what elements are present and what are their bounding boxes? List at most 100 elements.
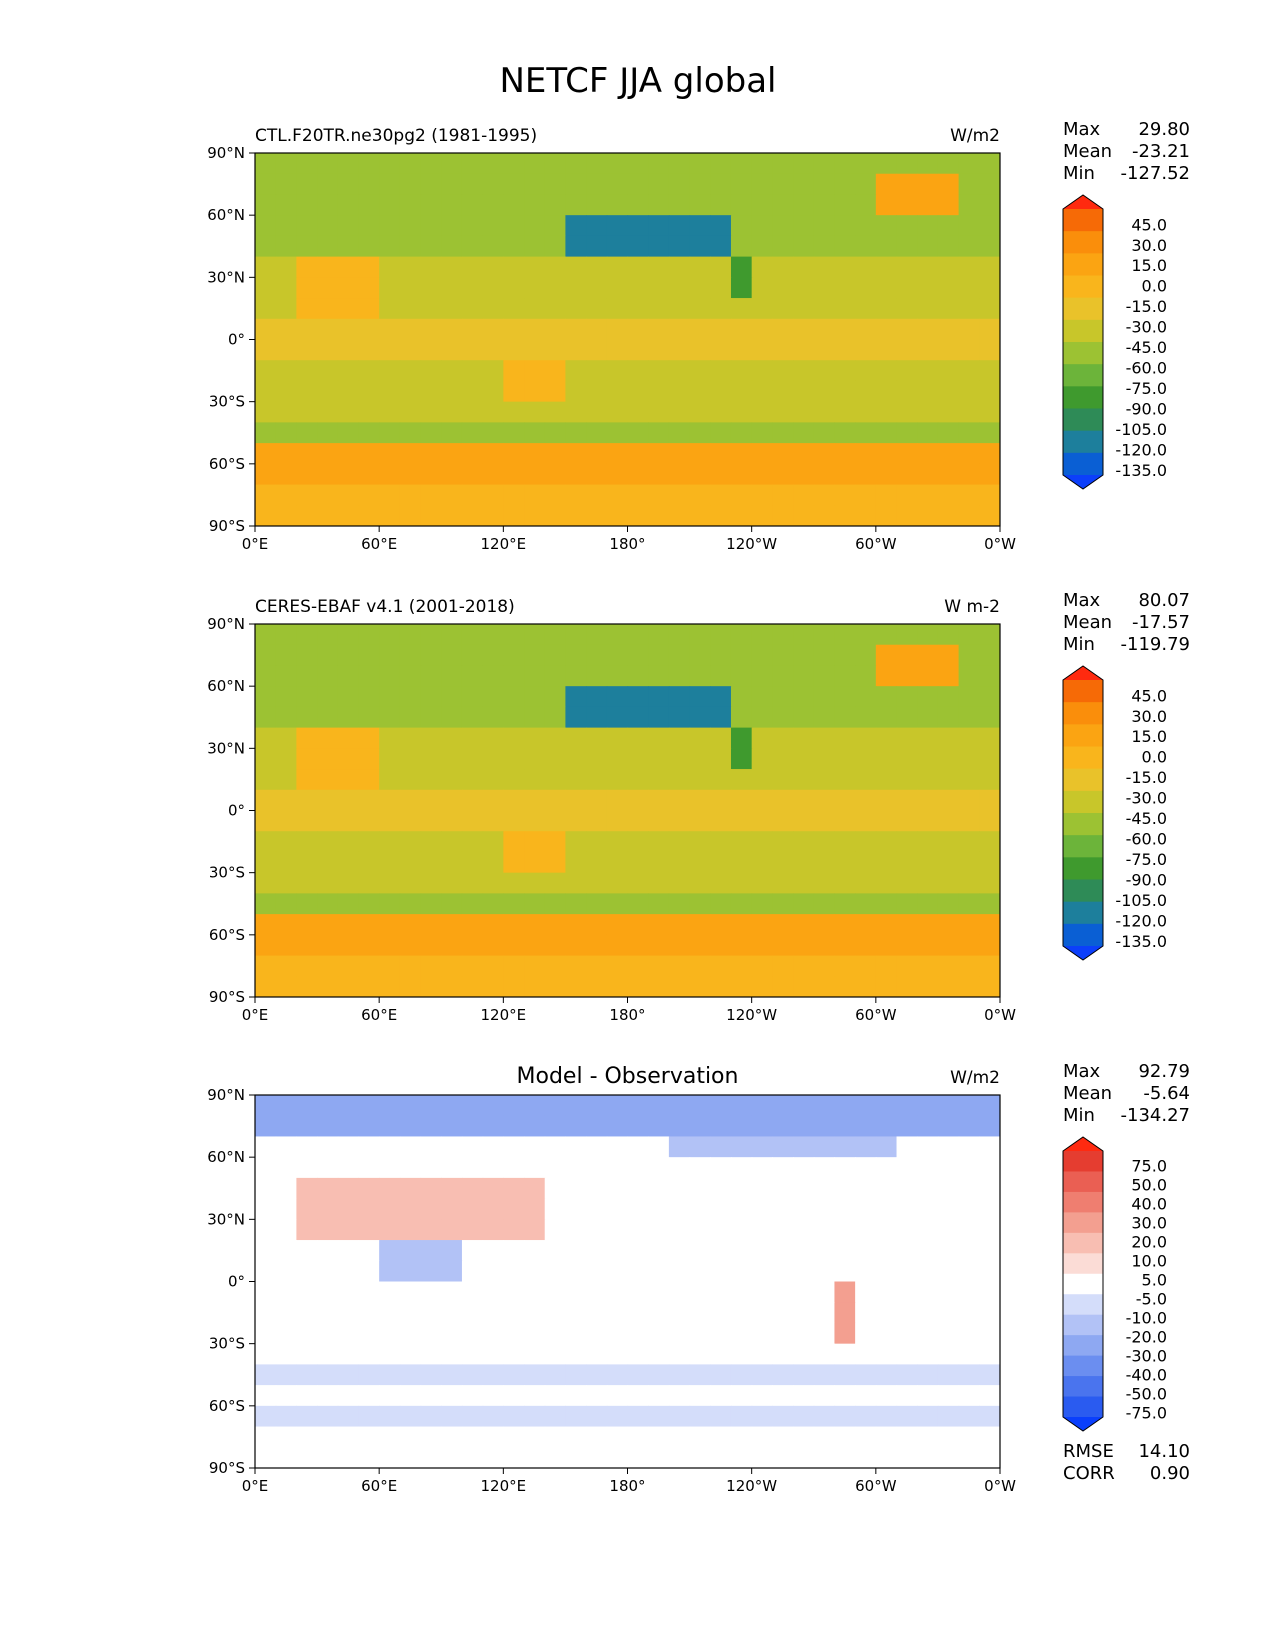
heatmap-cell xyxy=(317,235,339,258)
heatmap-cell xyxy=(813,1157,836,1179)
heatmap-cell xyxy=(317,624,339,646)
heatmap-cell xyxy=(482,831,504,853)
heatmap-cell xyxy=(710,298,732,320)
heatmap-cell xyxy=(482,934,504,957)
heatmap-cell xyxy=(420,277,442,299)
heatmap-cell xyxy=(296,1095,318,1117)
heatmap-cell xyxy=(337,463,360,486)
heatmap-cell xyxy=(627,748,649,770)
heatmap-cell xyxy=(979,1447,1000,1468)
stat-label: Mean xyxy=(1063,612,1112,633)
heatmap-cell xyxy=(337,1095,360,1117)
heatmap-cell xyxy=(255,318,277,341)
heatmap-cell xyxy=(399,1157,422,1179)
heatmap-cell xyxy=(337,665,360,687)
heatmap-cell xyxy=(606,665,629,687)
heatmap-cell xyxy=(524,463,546,486)
heatmap-cell xyxy=(379,1240,401,1262)
heatmap-cell xyxy=(648,380,670,403)
heatmap-cell xyxy=(751,893,773,915)
heatmap-cell xyxy=(937,1405,960,1428)
heatmap-cell xyxy=(255,463,277,486)
heatmap-cell xyxy=(813,1426,836,1448)
heatmap-cell xyxy=(855,1343,877,1365)
heatmap-cell xyxy=(896,955,918,977)
heatmap-cell xyxy=(420,1447,442,1468)
colorbar-tick-label: 40.0 xyxy=(1131,1194,1167,1213)
heatmap-cell xyxy=(793,810,815,832)
heatmap-cell xyxy=(399,153,422,175)
heatmap-cell xyxy=(710,1219,732,1241)
heatmap-cell xyxy=(855,686,877,708)
x-tick-label: 180° xyxy=(609,1477,645,1495)
heatmap-cell xyxy=(710,1322,732,1345)
colorbar-tick-label: 50.0 xyxy=(1131,1175,1167,1194)
heatmap-cell xyxy=(420,686,442,708)
heatmap-cell xyxy=(524,401,546,423)
heatmap-cell xyxy=(896,914,918,936)
colorbar-segment xyxy=(1063,1253,1103,1275)
heatmap-cell xyxy=(420,1281,442,1303)
heatmap-cell xyxy=(255,380,277,403)
heatmap-cell xyxy=(565,463,587,486)
heatmap-cell xyxy=(565,1281,587,1303)
heatmap-cell xyxy=(586,463,608,486)
heatmap-cell xyxy=(937,339,960,361)
heatmap-cell xyxy=(441,831,463,853)
heatmap-cell xyxy=(482,893,504,915)
heatmap-cell xyxy=(979,851,1000,874)
heatmap-cell xyxy=(399,644,422,667)
heatmap-cell xyxy=(689,215,711,237)
heatmap-cell xyxy=(875,831,898,853)
heatmap-cell xyxy=(586,1198,608,1220)
heatmap-cell xyxy=(565,831,587,853)
heatmap-cell xyxy=(751,360,773,382)
heatmap-cell xyxy=(937,748,960,770)
heatmap-cell xyxy=(503,1447,525,1468)
heatmap-cell xyxy=(793,1364,815,1386)
heatmap-cell xyxy=(441,277,463,299)
heatmap-cell xyxy=(586,893,608,915)
heatmap-cell xyxy=(544,624,567,646)
heatmap-cell xyxy=(296,706,318,729)
heatmap-cell xyxy=(937,360,960,382)
heatmap-cell xyxy=(441,914,463,936)
heatmap-cell xyxy=(586,665,608,687)
heatmap-cell xyxy=(317,380,339,403)
heatmap-cell xyxy=(420,1219,442,1241)
heatmap-cell xyxy=(937,851,960,874)
heatmap-cell xyxy=(275,1322,297,1345)
heatmap-cell xyxy=(606,1447,629,1468)
y-tick-label: 30°N xyxy=(207,1210,245,1228)
heatmap-cell xyxy=(275,810,297,832)
heatmap-cell xyxy=(461,1385,484,1407)
heatmap-cell xyxy=(730,1095,753,1117)
y-tick-label: 60°N xyxy=(207,206,245,224)
heatmap-cell xyxy=(296,1115,318,1138)
heatmap-cell xyxy=(606,1095,629,1117)
heatmap-cell xyxy=(917,505,939,526)
heatmap-cell xyxy=(937,505,960,526)
heatmap-cell xyxy=(586,1426,608,1448)
heatmap-cell xyxy=(420,1426,442,1448)
heatmap-cell xyxy=(482,194,504,216)
heatmap-cell xyxy=(503,1405,525,1428)
heatmap-cell xyxy=(255,277,277,299)
colorbar-tick-label: -75.0 xyxy=(1126,1403,1167,1422)
heatmap-cell xyxy=(399,769,422,791)
heatmap-cell xyxy=(296,1240,318,1262)
heatmap-cell xyxy=(317,422,339,444)
x-tick-label: 120°E xyxy=(481,535,527,553)
heatmap-cell xyxy=(730,706,753,729)
heatmap-cell xyxy=(420,769,442,791)
heatmap-cell xyxy=(379,624,401,646)
heatmap-cell xyxy=(875,484,898,506)
heatmap-cell xyxy=(399,934,422,957)
heatmap-cell xyxy=(441,1302,463,1324)
heatmap-cell xyxy=(813,1177,836,1200)
heatmap-cell xyxy=(730,769,753,791)
heatmap-cell xyxy=(793,914,815,936)
heatmap-cell xyxy=(586,380,608,403)
y-tick-label: 60°S xyxy=(209,455,245,473)
heatmap-cell xyxy=(461,1198,484,1220)
